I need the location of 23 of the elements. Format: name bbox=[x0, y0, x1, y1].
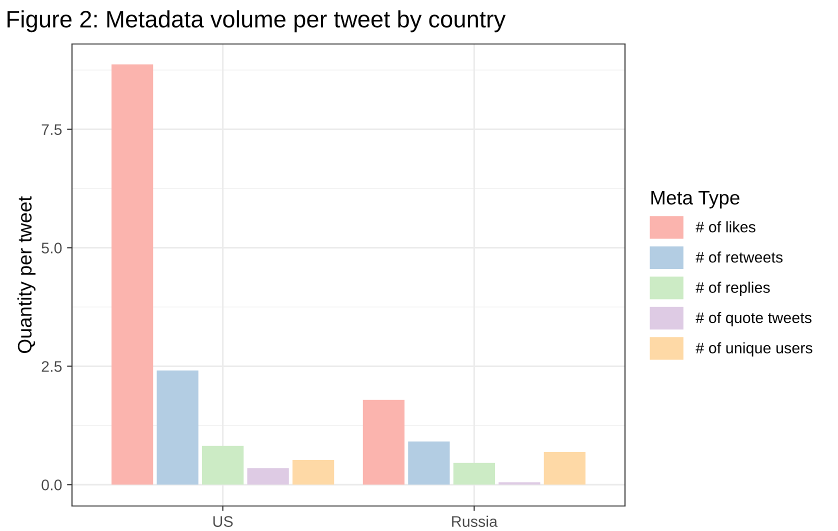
bar bbox=[544, 452, 586, 485]
y-tick-label: 7.5 bbox=[42, 124, 62, 135]
bar bbox=[408, 442, 450, 485]
y-axis-title: Quantity per tweet bbox=[17, 196, 36, 353]
bar bbox=[292, 460, 334, 485]
chart-title: Figure 2: Metadata volume per tweet by country bbox=[8, 10, 506, 32]
legend-label: # of retweets bbox=[696, 251, 783, 263]
legend-label: # of unique users bbox=[696, 342, 812, 356]
legend-label: # of likes bbox=[696, 221, 756, 232]
legend-label: # of quote tweets bbox=[696, 312, 812, 326]
bar bbox=[362, 400, 405, 485]
y-tick-label: 2.5 bbox=[42, 361, 62, 372]
x-tick-label: US bbox=[213, 516, 233, 527]
y-tick-label: 0.0 bbox=[42, 480, 62, 490]
bar bbox=[453, 462, 495, 485]
bar bbox=[247, 468, 289, 485]
bar bbox=[156, 370, 198, 485]
y-tick-label: 5.0 bbox=[42, 242, 62, 254]
x-tick-label: Russia bbox=[452, 516, 498, 527]
bar bbox=[112, 64, 154, 485]
legend-label: # of replies bbox=[696, 282, 770, 296]
legend-title: Meta Type bbox=[651, 191, 740, 208]
bar bbox=[202, 446, 244, 485]
